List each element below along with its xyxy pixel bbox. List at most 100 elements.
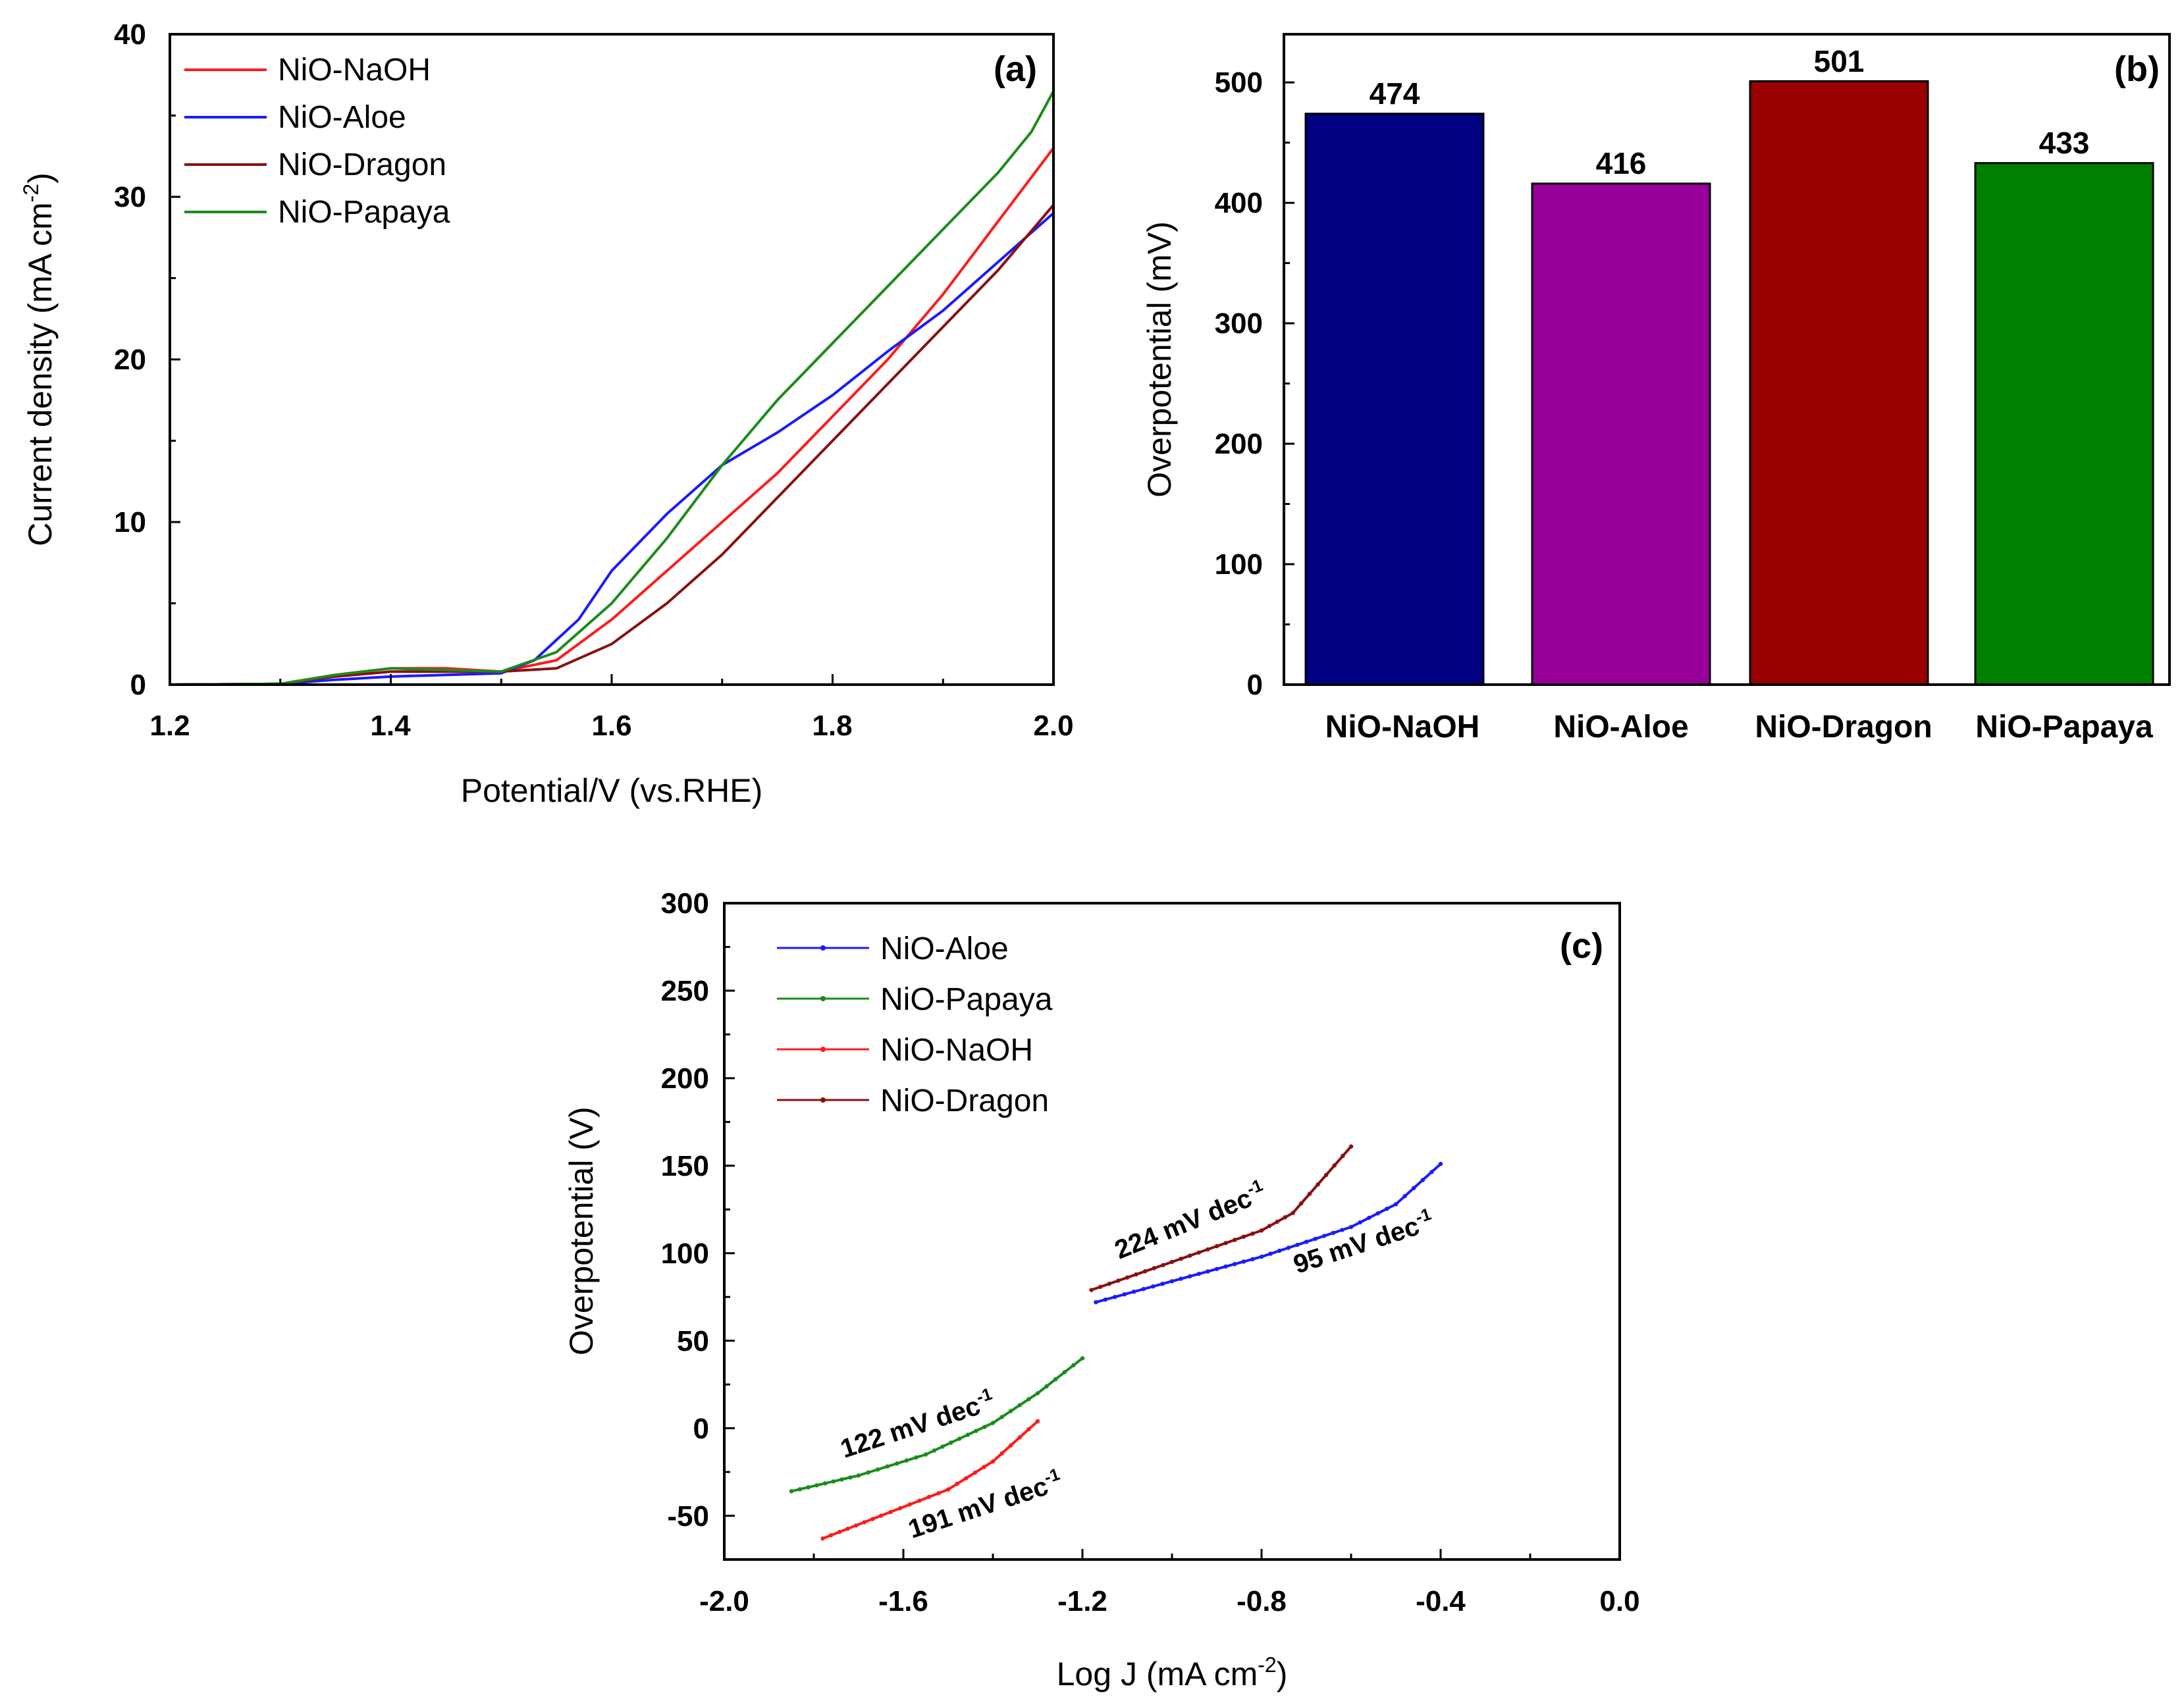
series-point-nio-aloe bbox=[1277, 1248, 1282, 1253]
series-point-nio-dragon bbox=[1134, 1272, 1138, 1277]
panel-b-label: (b) bbox=[2114, 49, 2160, 89]
panel-c-xlabel-close: ) bbox=[1277, 1656, 1288, 1692]
series-point-nio-dragon bbox=[1307, 1192, 1312, 1196]
legend-label-nio-papaya: NiO-Papaya bbox=[278, 195, 450, 230]
slope-annotation-papaya: 122 mV dec-1 bbox=[836, 1384, 999, 1464]
series-point-nio-aloe bbox=[1179, 1276, 1183, 1281]
series-point-nio-aloe bbox=[1313, 1236, 1318, 1242]
series-point-nio-dragon bbox=[1316, 1182, 1320, 1187]
panel-c-ytick-label: 100 bbox=[661, 1238, 709, 1270]
series-point-nio-aloe bbox=[1295, 1242, 1300, 1247]
series-point-nio-aloe bbox=[1268, 1251, 1273, 1256]
panel-b-bar-chart: 0 100 200 300 400 500 474 416 501 433 Ni… bbox=[1141, 33, 2171, 745]
series-point-nio-papaya bbox=[940, 1444, 945, 1449]
slope-annotation-naoh: 191 mV dec-1 bbox=[904, 1464, 1067, 1544]
panel-c-xtick-label: -2.0 bbox=[699, 1585, 749, 1617]
panel-a-xtick-label: 1.2 bbox=[149, 710, 190, 742]
series-point-nio-aloe bbox=[1233, 1262, 1237, 1267]
series-point-nio-naoh bbox=[926, 1494, 932, 1500]
series-point-nio-papaya bbox=[923, 1452, 928, 1457]
series-point-nio-papaya bbox=[1071, 1363, 1076, 1368]
category-label: NiO-Dragon bbox=[1755, 710, 1932, 745]
series-point-nio-aloe bbox=[1259, 1254, 1264, 1259]
panel-a-plot-frame bbox=[169, 33, 1055, 686]
series-point-nio-papaya bbox=[1026, 1397, 1031, 1402]
series-point-nio-aloe bbox=[1331, 1230, 1336, 1236]
category-label: NiO-Papaya bbox=[1975, 710, 2153, 745]
series-point-nio-dragon bbox=[1291, 1211, 1295, 1215]
series-point-nio-dragon bbox=[1332, 1163, 1337, 1168]
panel-b-ytick-label: 300 bbox=[1215, 307, 1263, 340]
panel-a-label: (a) bbox=[994, 49, 1037, 89]
series-point-nio-papaya bbox=[866, 1470, 870, 1475]
series-point-nio-aloe bbox=[1103, 1297, 1108, 1302]
slope-annotation-dragon: 224 mV dec-1 bbox=[1109, 1175, 1270, 1265]
series-point-nio-dragon bbox=[1348, 1144, 1354, 1149]
series-point-nio-papaya bbox=[999, 1415, 1004, 1419]
series-point-nio-dragon bbox=[1116, 1278, 1121, 1283]
series-point-nio-aloe bbox=[1241, 1259, 1246, 1264]
bar-value-label: 433 bbox=[2039, 126, 2090, 160]
series-point-nio-naoh bbox=[1026, 1427, 1031, 1432]
series-point-nio-dragon bbox=[1323, 1172, 1329, 1178]
series-point-nio-aloe bbox=[1206, 1269, 1210, 1274]
bar-nio-aloe bbox=[1531, 182, 1711, 686]
legend-label-nio-aloe: NiO-Aloe bbox=[278, 100, 406, 135]
series-point-nio-naoh bbox=[853, 1523, 859, 1528]
series-point-nio-aloe bbox=[1113, 1295, 1117, 1299]
series-point-nio-aloe bbox=[1412, 1186, 1416, 1191]
series-point-nio-naoh bbox=[936, 1491, 941, 1496]
series-point-nio-dragon bbox=[1188, 1253, 1192, 1258]
series-point-nio-naoh bbox=[1009, 1443, 1013, 1448]
series-point-nio-naoh bbox=[897, 1506, 903, 1511]
bar-value-label: 501 bbox=[1814, 44, 1865, 78]
series-point-nio-dragon bbox=[1259, 1228, 1264, 1233]
series-point-nio-papaya bbox=[949, 1440, 953, 1445]
panel-a-xtick-label: 1.6 bbox=[591, 710, 631, 742]
panel-b-ytick-label: 0 bbox=[1247, 669, 1263, 701]
series-point-nio-naoh bbox=[917, 1498, 922, 1503]
bar-nio-naoh bbox=[1304, 113, 1485, 686]
legend-marker-nio-aloe bbox=[820, 945, 826, 951]
series-point-nio-naoh bbox=[888, 1509, 893, 1514]
series-point-nio-papaya bbox=[822, 1481, 828, 1486]
panel-c-ytick-label: 150 bbox=[661, 1150, 709, 1182]
series-point-nio-dragon bbox=[1179, 1257, 1183, 1261]
series-point-nio-dragon bbox=[1233, 1238, 1237, 1242]
legend-marker-nio-naoh bbox=[820, 1047, 826, 1052]
series-point-nio-naoh bbox=[955, 1481, 959, 1486]
series-point-nio-aloe bbox=[1196, 1271, 1202, 1276]
panel-a-ytick-label: 40 bbox=[114, 18, 146, 51]
series-point-nio-naoh bbox=[862, 1520, 866, 1525]
series-point-nio-aloe bbox=[1150, 1284, 1156, 1289]
series-point-nio-naoh bbox=[1017, 1435, 1023, 1440]
slope-annotation-papaya-text: 122 mV dec bbox=[837, 1392, 984, 1464]
panel-a-ytick-label: 0 bbox=[130, 669, 146, 701]
series-point-nio-aloe bbox=[1223, 1264, 1228, 1269]
series-point-nio-papaya bbox=[957, 1436, 962, 1441]
series-point-nio-papaya bbox=[856, 1473, 861, 1478]
panel-a-series-group bbox=[169, 90, 1055, 686]
series-point-nio-naoh bbox=[820, 1536, 825, 1541]
series-point-nio-papaya bbox=[965, 1432, 971, 1437]
panel-a-x-axis-label: Potential/V (vs.RHE) bbox=[461, 772, 762, 809]
panel-c-tafel-chart: -50 0 50 100 150 200 250 300 -2.0 -1.6 -… bbox=[563, 887, 1640, 1692]
series-point-nio-naoh bbox=[972, 1470, 978, 1475]
series-point-nio-dragon bbox=[1152, 1266, 1157, 1271]
series-point-nio-aloe bbox=[1122, 1292, 1127, 1297]
series-point-nio-aloe bbox=[1385, 1207, 1389, 1211]
series-point-nio-papaya bbox=[895, 1461, 899, 1466]
series-point-nio-dragon bbox=[1125, 1275, 1130, 1280]
series-point-nio-aloe bbox=[1132, 1290, 1136, 1294]
series-point-nio-aloe bbox=[1169, 1279, 1175, 1284]
panel-b-ytick-label: 400 bbox=[1215, 187, 1263, 219]
panel-c-plot-frame bbox=[723, 902, 1621, 1561]
series-point-nio-aloe bbox=[1340, 1228, 1345, 1232]
panel-c-x-axis-label: Log J (mA cm-2) bbox=[1057, 1653, 1288, 1692]
panel-b-ticks bbox=[1284, 81, 1294, 686]
bar-nio-dragon bbox=[1749, 80, 1929, 686]
series-point-nio-papaya bbox=[797, 1487, 803, 1492]
series-point-nio-naoh bbox=[907, 1502, 912, 1507]
series-point-nio-papaya bbox=[1017, 1403, 1023, 1407]
